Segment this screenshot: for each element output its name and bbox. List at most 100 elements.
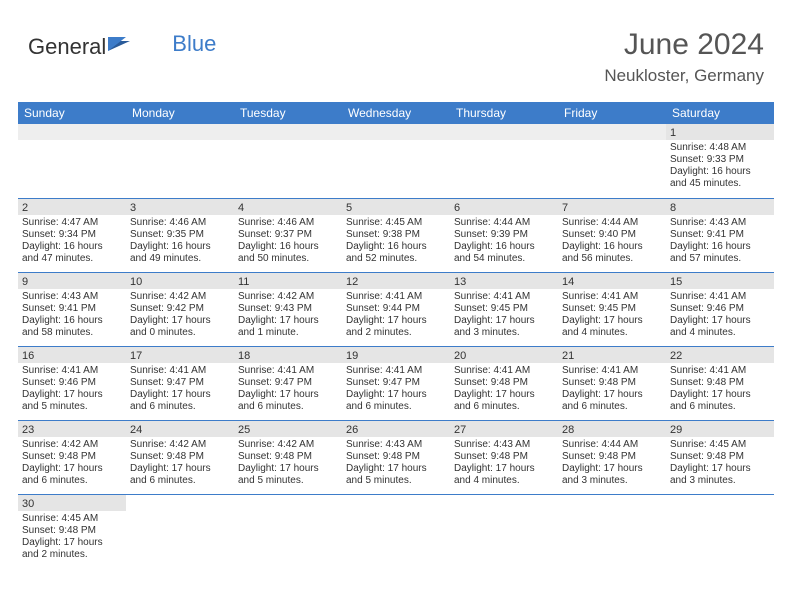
sunrise-text: Sunrise: 4:43 AM [22,291,122,303]
logo-text-2: Blue [172,31,216,57]
day-number: 4 [234,199,342,215]
day-number: 21 [558,347,666,363]
cell-body: Sunrise: 4:41 AMSunset: 9:46 PMDaylight:… [18,363,126,415]
calendar-cell: 15Sunrise: 4:41 AMSunset: 9:46 PMDayligh… [666,272,774,346]
calendar-cell [234,124,342,198]
calendar-cell: 23Sunrise: 4:42 AMSunset: 9:48 PMDayligh… [18,420,126,494]
sunrise-text: Sunrise: 4:41 AM [670,291,770,303]
calendar-cell: 2Sunrise: 4:47 AMSunset: 9:34 PMDaylight… [18,198,126,272]
calendar-week-row: 16Sunrise: 4:41 AMSunset: 9:46 PMDayligh… [18,346,774,420]
calendar-cell: 17 Sunrise: 4:41 AMSunset: 9:47 PMDayligh… [126,346,234,420]
sunrise-text: Sunrise: 4:42 AM [130,439,230,451]
calendar-cell: 6Sunrise: 4:44 AMSunset: 9:39 PMDaylight… [450,198,558,272]
calendar-cell [558,494,666,568]
sunset-text: Sunset: 9:38 PM [346,229,446,241]
calendar-cell: 28Sunrise: 4:44 AMSunset: 9:48 PMDayligh… [558,420,666,494]
sunset-text: Sunset: 9:46 PM [670,303,770,315]
calendar-cell: 8Sunrise: 4:43 AMSunset: 9:41 PMDaylight… [666,198,774,272]
day-number [450,495,558,511]
daylight-text: Daylight: 17 hours and 6 minutes. [130,389,230,413]
daylight-text: Daylight: 17 hours and 4 minutes. [454,463,554,487]
day-number: 11 [234,273,342,289]
day-number [342,495,450,511]
cell-body: Sunrise: 4:45 AMSunset: 9:48 PMDaylight:… [18,511,126,563]
calendar-cell: 5Sunrise: 4:45 AMSunset: 9:38 PMDaylight… [342,198,450,272]
cell-body: Sunrise: 4:42 AMSunset: 9:48 PMDaylight:… [234,437,342,489]
calendar-week-row: 9Sunrise: 4:43 AMSunset: 9:41 PMDaylight… [18,272,774,346]
sunrise-text: Sunrise: 4:44 AM [562,217,662,229]
sunrise-text: Sunrise: 4:46 AM [238,217,338,229]
calendar-cell: 24Sunrise: 4:42 AMSunset: 9:48 PMDayligh… [126,420,234,494]
sunset-text: Sunset: 9:48 PM [346,451,446,463]
calendar-cell: 4 Sunrise: 4:46 AMSunset: 9:37 PMDaylight… [234,198,342,272]
day-header: Tuesday [234,102,342,124]
sunset-text: Sunset: 9:44 PM [346,303,446,315]
cell-body: Sunrise: 4:42 AMSunset: 9:48 PMDaylight:… [126,437,234,489]
day-number: 29 [666,421,774,437]
calendar-cell: 1Sunrise: 4:48 AMSunset: 9:33 PMDaylight… [666,124,774,198]
day-number [666,495,774,511]
day-number [18,124,126,140]
daylight-text: Daylight: 17 hours and 6 minutes. [346,389,446,413]
cell-body: Sunrise: 4:44 AMSunset: 9:48 PMDaylight:… [558,437,666,489]
daylight-text: Daylight: 16 hours and 56 minutes. [562,241,662,265]
calendar-week-row: 23Sunrise: 4:42 AMSunset: 9:48 PMDayligh… [18,420,774,494]
sunset-text: Sunset: 9:43 PM [238,303,338,315]
sunset-text: Sunset: 9:41 PM [670,229,770,241]
sunrise-text: Sunrise: 4:42 AM [238,291,338,303]
cell-body: Sunrise: 4:46 AMSunset: 9:35 PMDaylight:… [126,215,234,267]
daylight-text: Daylight: 16 hours and 50 minutes. [238,241,338,265]
calendar-cell: 9Sunrise: 4:43 AMSunset: 9:41 PMDaylight… [18,272,126,346]
sunset-text: Sunset: 9:47 PM [130,377,230,389]
cell-body: Sunrise: 4:45 AMSunset: 9:48 PMDaylight:… [666,437,774,489]
daylight-text: Daylight: 17 hours and 5 minutes. [238,463,338,487]
day-header: Sunday [18,102,126,124]
daylight-text: Daylight: 17 hours and 4 minutes. [670,315,770,339]
sunrise-text: Sunrise: 4:46 AM [130,217,230,229]
daylight-text: Daylight: 17 hours and 4 minutes. [562,315,662,339]
day-header: Thursday [450,102,558,124]
sunset-text: Sunset: 9:41 PM [22,303,122,315]
calendar-cell: 21Sunrise: 4:41 AMSunset: 9:48 PMDayligh… [558,346,666,420]
header: General Blue June 2024 Neukloster, Germa… [0,0,792,94]
day-number: 13 [450,273,558,289]
day-number: 28 [558,421,666,437]
day-header: Friday [558,102,666,124]
day-number [126,495,234,511]
calendar-cell [450,124,558,198]
calendar-cell: 12Sunrise: 4:41 AMSunset: 9:44 PMDayligh… [342,272,450,346]
calendar-cell: 18Sunrise: 4:41 AMSunset: 9:47 PMDayligh… [234,346,342,420]
calendar-cell: 29Sunrise: 4:45 AMSunset: 9:48 PMDayligh… [666,420,774,494]
daylight-text: Daylight: 17 hours and 3 minutes. [562,463,662,487]
calendar-cell: 27Sunrise: 4:43 AMSunset: 9:48 PMDayligh… [450,420,558,494]
cell-body: Sunrise: 4:43 AMSunset: 9:48 PMDaylight:… [450,437,558,489]
calendar-cell: 16Sunrise: 4:41 AMSunset: 9:46 PMDayligh… [18,346,126,420]
calendar-cell: 3Sunrise: 4:46 AMSunset: 9:35 PMDaylight… [126,198,234,272]
day-number: 17 [126,347,234,363]
cell-body: Sunrise: 4:41 AMSunset: 9:44 PMDaylight:… [342,289,450,341]
day-number: 24 [126,421,234,437]
sunrise-text: Sunrise: 4:41 AM [130,365,230,377]
daylight-text: Daylight: 16 hours and 47 minutes. [22,241,122,265]
cell-body: Sunrise: 4:44 AMSunset: 9:40 PMDaylight:… [558,215,666,267]
sunrise-text: Sunrise: 4:41 AM [670,365,770,377]
sunset-text: Sunset: 9:48 PM [238,451,338,463]
cell-body: Sunrise: 4:48 AMSunset: 9:33 PMDaylight:… [666,140,774,192]
sunrise-text: Sunrise: 4:44 AM [454,217,554,229]
sunset-text: Sunset: 9:34 PM [22,229,122,241]
cell-body: Sunrise: 4:44 AMSunset: 9:39 PMDaylight:… [450,215,558,267]
cell-body: Sunrise: 4:41 AMSunset: 9:45 PMDaylight:… [558,289,666,341]
sunset-text: Sunset: 9:45 PM [454,303,554,315]
sunrise-text: Sunrise: 4:41 AM [562,291,662,303]
day-number: 12 [342,273,450,289]
sunrise-text: Sunrise: 4:41 AM [346,291,446,303]
sunset-text: Sunset: 9:48 PM [562,377,662,389]
sunset-text: Sunset: 9:33 PM [670,154,770,166]
cell-body: Sunrise: 4:41 AMSunset: 9:47 PMDaylight:… [342,363,450,415]
day-number [342,124,450,140]
sunset-text: Sunset: 9:37 PM [238,229,338,241]
calendar-cell: 22Sunrise: 4:41 AMSunset: 9:48 PMDayligh… [666,346,774,420]
daylight-text: Daylight: 17 hours and 3 minutes. [670,463,770,487]
calendar-cell [126,124,234,198]
title-block: June 2024 Neukloster, Germany [604,28,764,86]
